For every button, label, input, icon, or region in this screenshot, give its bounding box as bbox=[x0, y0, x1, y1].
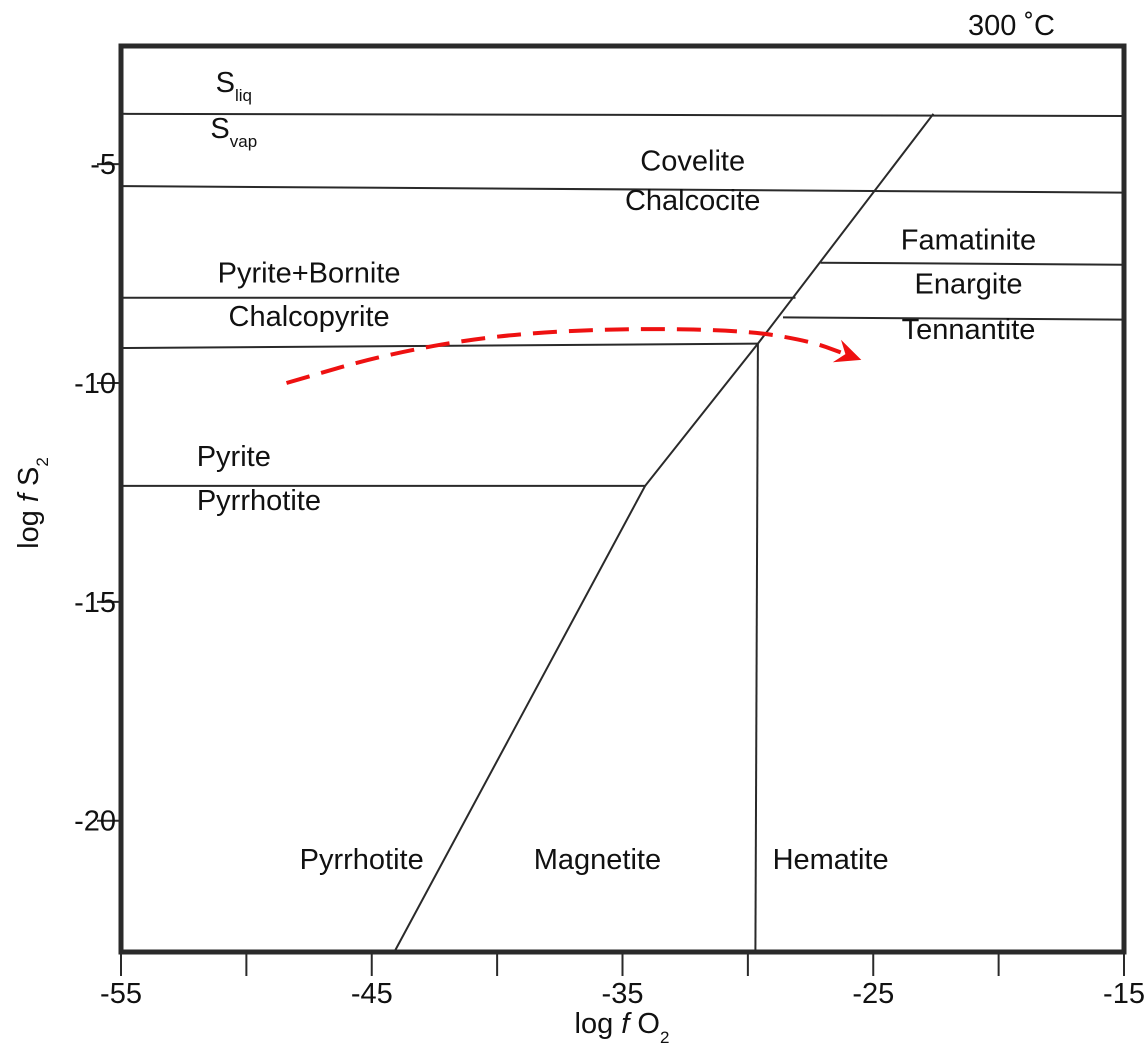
y-axis-label-main: S bbox=[13, 467, 45, 494]
temperature-label: 300 ˚C bbox=[968, 10, 1055, 42]
field-label-12: Magnetite bbox=[534, 844, 661, 876]
boundary-line-3 bbox=[820, 261, 1125, 266]
x-axis-label-italic: f bbox=[621, 1008, 632, 1040]
x-tick-label-4: -15 bbox=[1103, 978, 1144, 1010]
field-label-9: Pyrite bbox=[197, 441, 271, 473]
y-tick-label-3: -20 bbox=[74, 806, 116, 838]
y-tick-label-2: -15 bbox=[74, 587, 116, 619]
field-label-0: Sliq bbox=[216, 67, 252, 105]
y-axis-label: log f S2 bbox=[13, 457, 52, 549]
y-axis-label-subscript: 2 bbox=[33, 457, 52, 466]
trend-arrow-group bbox=[285, 327, 862, 385]
x-tick-label-3: -25 bbox=[852, 978, 894, 1010]
field-label-1: Svap bbox=[210, 113, 257, 151]
field-label-3: Chalcocite bbox=[625, 185, 760, 217]
y-axis-ticks: -5 -10 -15 -20 bbox=[74, 149, 121, 838]
x-axis-label-prefix: log bbox=[575, 1008, 622, 1040]
x-tick-label-0: -55 bbox=[100, 978, 142, 1010]
field-label-8: Tennantite bbox=[902, 314, 1036, 346]
field-label-7: Chalcopyrite bbox=[229, 301, 390, 333]
field-label-6: Enargite bbox=[914, 268, 1022, 300]
boundary-line-1 bbox=[120, 185, 1125, 194]
y-axis-label-prefix: log bbox=[13, 502, 45, 549]
field-label-10: Pyrrhotite bbox=[197, 485, 321, 517]
trend-arrow-head bbox=[832, 339, 862, 363]
boundary-line-8 bbox=[754, 343, 759, 953]
field-label-13: Hematite bbox=[773, 844, 889, 876]
field-label-11: Pyrrhotite bbox=[300, 844, 424, 876]
boundary-line-0 bbox=[120, 112, 1125, 117]
x-axis-label: log f O2 bbox=[575, 1008, 670, 1047]
x-axis-label-subscript: 2 bbox=[660, 1028, 669, 1047]
field-labels: Sliq Svap Covelite Chalcocite Famatinite Pyri… bbox=[197, 67, 1036, 876]
x-axis-ticks: -55 -45 -35 -25 -15 bbox=[100, 952, 1144, 1010]
field-label-2: Covelite bbox=[640, 146, 745, 178]
y-axis-label-italic: f bbox=[13, 491, 45, 502]
boundary-line-7 bbox=[393, 113, 935, 953]
x-tick-label-1: -45 bbox=[351, 978, 393, 1010]
x-tick-label-2: -35 bbox=[602, 978, 644, 1010]
y-tick-label-1: -10 bbox=[74, 368, 116, 400]
x-axis-label-main: O bbox=[629, 1008, 660, 1040]
y-tick-label-0: -5 bbox=[90, 149, 116, 181]
field-label-5: Pyrite+Bornite bbox=[218, 257, 401, 289]
field-label-4: Famatinite bbox=[901, 225, 1036, 257]
boundary-line-4 bbox=[782, 316, 1125, 321]
